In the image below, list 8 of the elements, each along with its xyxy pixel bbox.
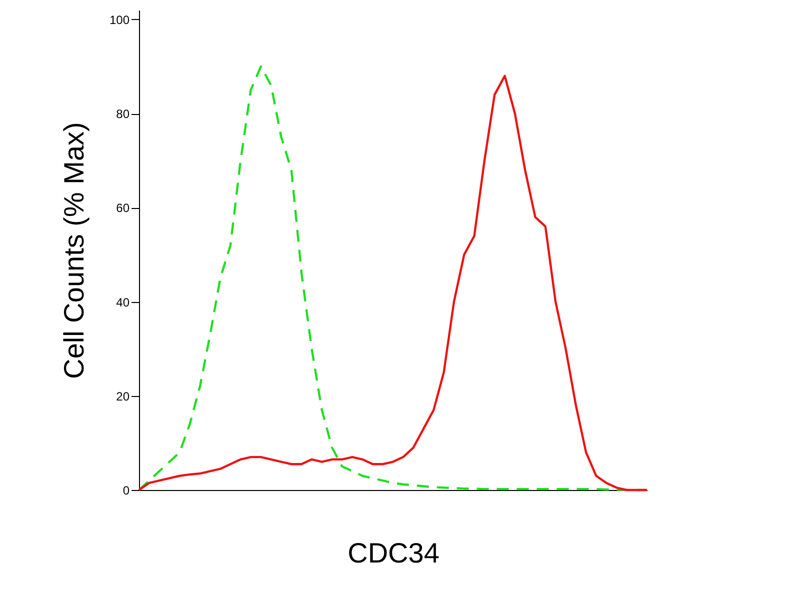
y-tick-label: 0 [122,484,130,498]
y-tick-label: 60 [116,201,130,216]
y-tick-label: 20 [116,389,130,404]
x-axis-title: CDC34 [348,538,440,568]
y-axis-title: Cell Counts (% Max) [58,122,90,379]
y-tick-label: 100 [109,12,130,27]
y-tick-label: 40 [116,295,130,310]
y-tick-label: 80 [116,107,130,122]
